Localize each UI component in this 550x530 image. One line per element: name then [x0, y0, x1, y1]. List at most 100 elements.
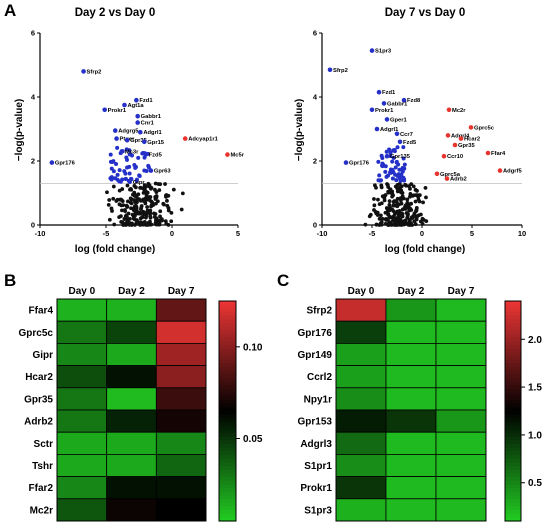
gene-label: Fzd8	[407, 98, 421, 104]
heatmap-cell	[106, 409, 157, 433]
heatmap-cell	[56, 387, 108, 411]
data-point-ns	[156, 182, 161, 186]
heatmap-column-label: Day 2	[398, 286, 425, 297]
data-point-ns	[111, 196, 116, 201]
colorbar-segment	[219, 506, 236, 511]
data-point-down	[376, 178, 381, 183]
gene-label: Mc3r	[125, 149, 139, 155]
heatmap-cell	[56, 320, 108, 344]
data-point-ns	[107, 217, 112, 222]
data-point-down	[387, 147, 392, 152]
data-point-down	[81, 69, 86, 74]
data-point-down	[132, 162, 137, 167]
data-point-ns	[145, 223, 150, 227]
data-point-ns	[125, 205, 130, 209]
heatmap-cell	[56, 342, 108, 366]
data-point-up	[434, 171, 440, 177]
data-point-ns	[135, 221, 139, 226]
heatmap-row-label: Ccrl2	[307, 372, 332, 383]
data-point-down	[397, 139, 403, 145]
colorbar-segment	[505, 444, 521, 449]
data-point-ns	[119, 203, 124, 208]
heatmap-cell	[385, 431, 437, 455]
colorbar-segment	[219, 352, 236, 357]
colorbar-segment	[219, 348, 236, 353]
heatmap-cell	[435, 365, 487, 389]
volcano-plot-day2: Day 2 vs Day 0 log (fold change) −log(p-…	[14, 7, 245, 255]
gene-label: Sfrp2	[333, 68, 348, 74]
colorbar-segment	[219, 396, 236, 401]
colorbar-tick-label: 1.0	[528, 430, 542, 441]
colorbar-segment	[505, 330, 521, 335]
data-point-ns	[387, 199, 392, 204]
data-point-down	[112, 128, 118, 133]
data-point-ns	[126, 211, 131, 216]
colorbar-segment	[219, 436, 236, 441]
data-point-ns	[132, 194, 137, 198]
data-point-ns	[414, 193, 418, 198]
heatmap-row-label: Gpr176	[298, 328, 333, 339]
colorbar-segment	[505, 455, 521, 460]
volcano-day2-y-axis-label: −log(p-value)	[14, 99, 25, 162]
colorbar-segment	[219, 440, 236, 445]
heatmap-cell	[335, 387, 387, 411]
data-point-down	[122, 102, 127, 108]
data-point-ns	[171, 187, 176, 192]
heatmap-row-label: Ffar2	[29, 483, 54, 494]
colorbar-segment	[219, 334, 236, 339]
data-point-ns	[128, 187, 132, 192]
data-point-ns	[379, 185, 384, 190]
gene-label: Mc5r	[230, 153, 244, 159]
heatmap-row-label: Mc2r	[30, 505, 53, 516]
data-point-ns	[152, 214, 157, 219]
colorbar-segment	[219, 323, 236, 328]
colorbar-segment	[219, 330, 236, 335]
data-point-ns	[420, 216, 425, 221]
volcano-plot-day7: Day 7 vs Day 0 log (fold change) −log(p-…	[294, 7, 526, 255]
data-point-down	[110, 159, 115, 164]
colorbar-segment	[219, 392, 236, 397]
colorbar-segment	[219, 407, 236, 412]
data-point-ns	[383, 193, 388, 197]
heatmap-cell	[106, 298, 157, 322]
data-point-ns	[394, 221, 399, 226]
data-point-ns	[159, 217, 164, 222]
colorbar-border	[504, 300, 522, 522]
data-point-down	[114, 162, 119, 167]
x-tick-label: -10	[35, 229, 46, 238]
data-point-up	[441, 153, 447, 159]
data-point-up	[497, 168, 503, 173]
colorbar-segment	[219, 308, 236, 313]
colorbar-segment	[505, 491, 521, 496]
data-point-ns	[383, 221, 388, 226]
gene-label: Ccr10	[447, 154, 463, 160]
data-point-ns	[372, 203, 377, 208]
colorbar-segment	[219, 488, 236, 493]
heatmap-row-label: Prokr1	[300, 483, 332, 494]
data-point-ns	[111, 184, 116, 189]
data-point-ns	[372, 208, 376, 212]
data-point-down	[397, 176, 402, 181]
colorbar-segment	[505, 374, 521, 379]
data-point-ns	[143, 215, 148, 220]
data-point-ns	[142, 211, 147, 216]
data-point-down	[114, 136, 119, 141]
colorbar-segment	[505, 433, 521, 438]
data-point-ns	[398, 185, 403, 190]
data-point-ns	[413, 222, 418, 227]
colorbar-segment	[219, 480, 236, 485]
data-point-down	[136, 155, 141, 160]
x-tick-label: 5	[470, 229, 474, 238]
colorbar-segment	[505, 381, 521, 386]
heatmap-cell	[435, 498, 487, 522]
colorbar-segment	[505, 510, 521, 515]
colorbar-segment	[505, 422, 521, 427]
colorbar-segment	[505, 352, 521, 357]
heatmap-cell	[155, 298, 207, 322]
heatmap-cell	[335, 453, 387, 477]
colorbar-segment	[219, 341, 236, 346]
data-point-down	[327, 67, 333, 73]
data-point-down	[402, 162, 407, 167]
data-point-up	[444, 176, 450, 181]
data-point-down	[381, 162, 386, 167]
